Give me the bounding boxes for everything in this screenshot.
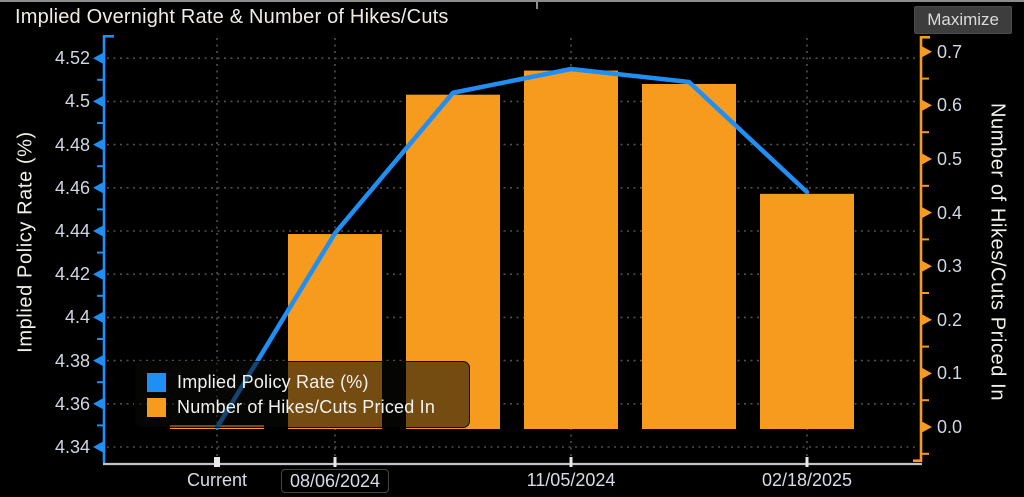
- legend-label: Number of Hikes/Cuts Priced In: [177, 396, 436, 417]
- x-axis-tick: [333, 457, 337, 467]
- left-axis-title: Implied Policy Rate (%): [14, 131, 37, 353]
- hikes-cuts-bar: [524, 70, 618, 429]
- left-axis-tick: [93, 52, 104, 65]
- left-axis-tick: [93, 354, 104, 367]
- right-axis-tick: [921, 260, 932, 273]
- panel-top-border-notch: [536, 0, 538, 9]
- legend-item-policy-rate[interactable]: Implied Policy Rate (%): [147, 370, 469, 394]
- hikes-cuts-bar: [642, 83, 736, 430]
- hikes-cuts-swatch-icon: [147, 397, 166, 417]
- legend-item-hikes-cuts[interactable]: Number of Hikes/Cuts Priced In: [147, 395, 469, 419]
- left-axis-tick: [93, 95, 104, 108]
- x-axis-tick: [569, 457, 573, 467]
- right-axis-tick: [921, 313, 932, 326]
- right-axis-tick: [921, 153, 932, 165]
- legend: Implied Policy Rate (%) Number of Hikes/…: [134, 361, 470, 428]
- right-axis-tick: [921, 99, 932, 112]
- left-axis-tick: [93, 441, 104, 453]
- left-axis-tick: [93, 138, 104, 151]
- left-axis-tick: [93, 181, 104, 194]
- right-axis-tick: [921, 421, 932, 433]
- policy-rate-swatch-icon: [147, 372, 166, 392]
- left-axis-tick: [93, 311, 104, 324]
- left-axis-tick: [93, 225, 104, 237]
- right-axis-tick: [921, 45, 932, 58]
- maximize-button[interactable]: Maximize: [914, 6, 1012, 34]
- hikes-cuts-bar: [760, 193, 854, 429]
- x-axis-tick: [805, 457, 809, 467]
- chart-title: Implied Overnight Rate & Number of Hikes…: [15, 6, 449, 28]
- right-axis-tick: [921, 206, 932, 219]
- legend-label: Implied Policy Rate (%): [177, 371, 369, 392]
- x-axis-tick: [214, 457, 220, 467]
- panel-top-border: [0, 0, 1024, 2]
- left-axis-tick: [93, 268, 104, 281]
- policy-rate-line: [214, 66, 810, 430]
- left-axis-tick: [93, 397, 104, 410]
- right-axis-title: Number of Hikes/Cuts Priced In: [986, 102, 1009, 402]
- right-axis-tick: [921, 367, 932, 380]
